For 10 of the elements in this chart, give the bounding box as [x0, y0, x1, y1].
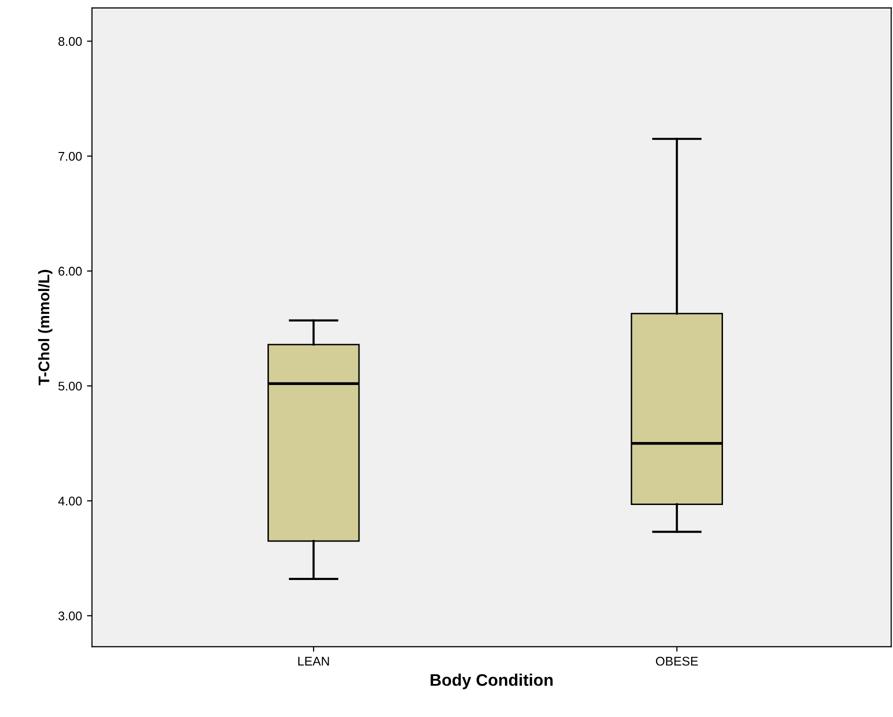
y-tick-label: 7.00 — [58, 152, 82, 161]
x-tick-label: LEAN — [298, 656, 329, 666]
y-tick-label: 6.00 — [58, 266, 82, 276]
x-axis-title: Body Condition — [430, 674, 553, 690]
y-axis-title: T-Chol (mmol/L) — [38, 270, 52, 386]
y-tick-label: 8.00 — [58, 37, 82, 46]
y-tick-label: 5.00 — [58, 382, 82, 391]
y-tick-label: 4.00 — [58, 496, 82, 506]
x-tick-label: OBESE — [656, 656, 698, 666]
y-tick-label: 3.00 — [58, 612, 82, 620]
